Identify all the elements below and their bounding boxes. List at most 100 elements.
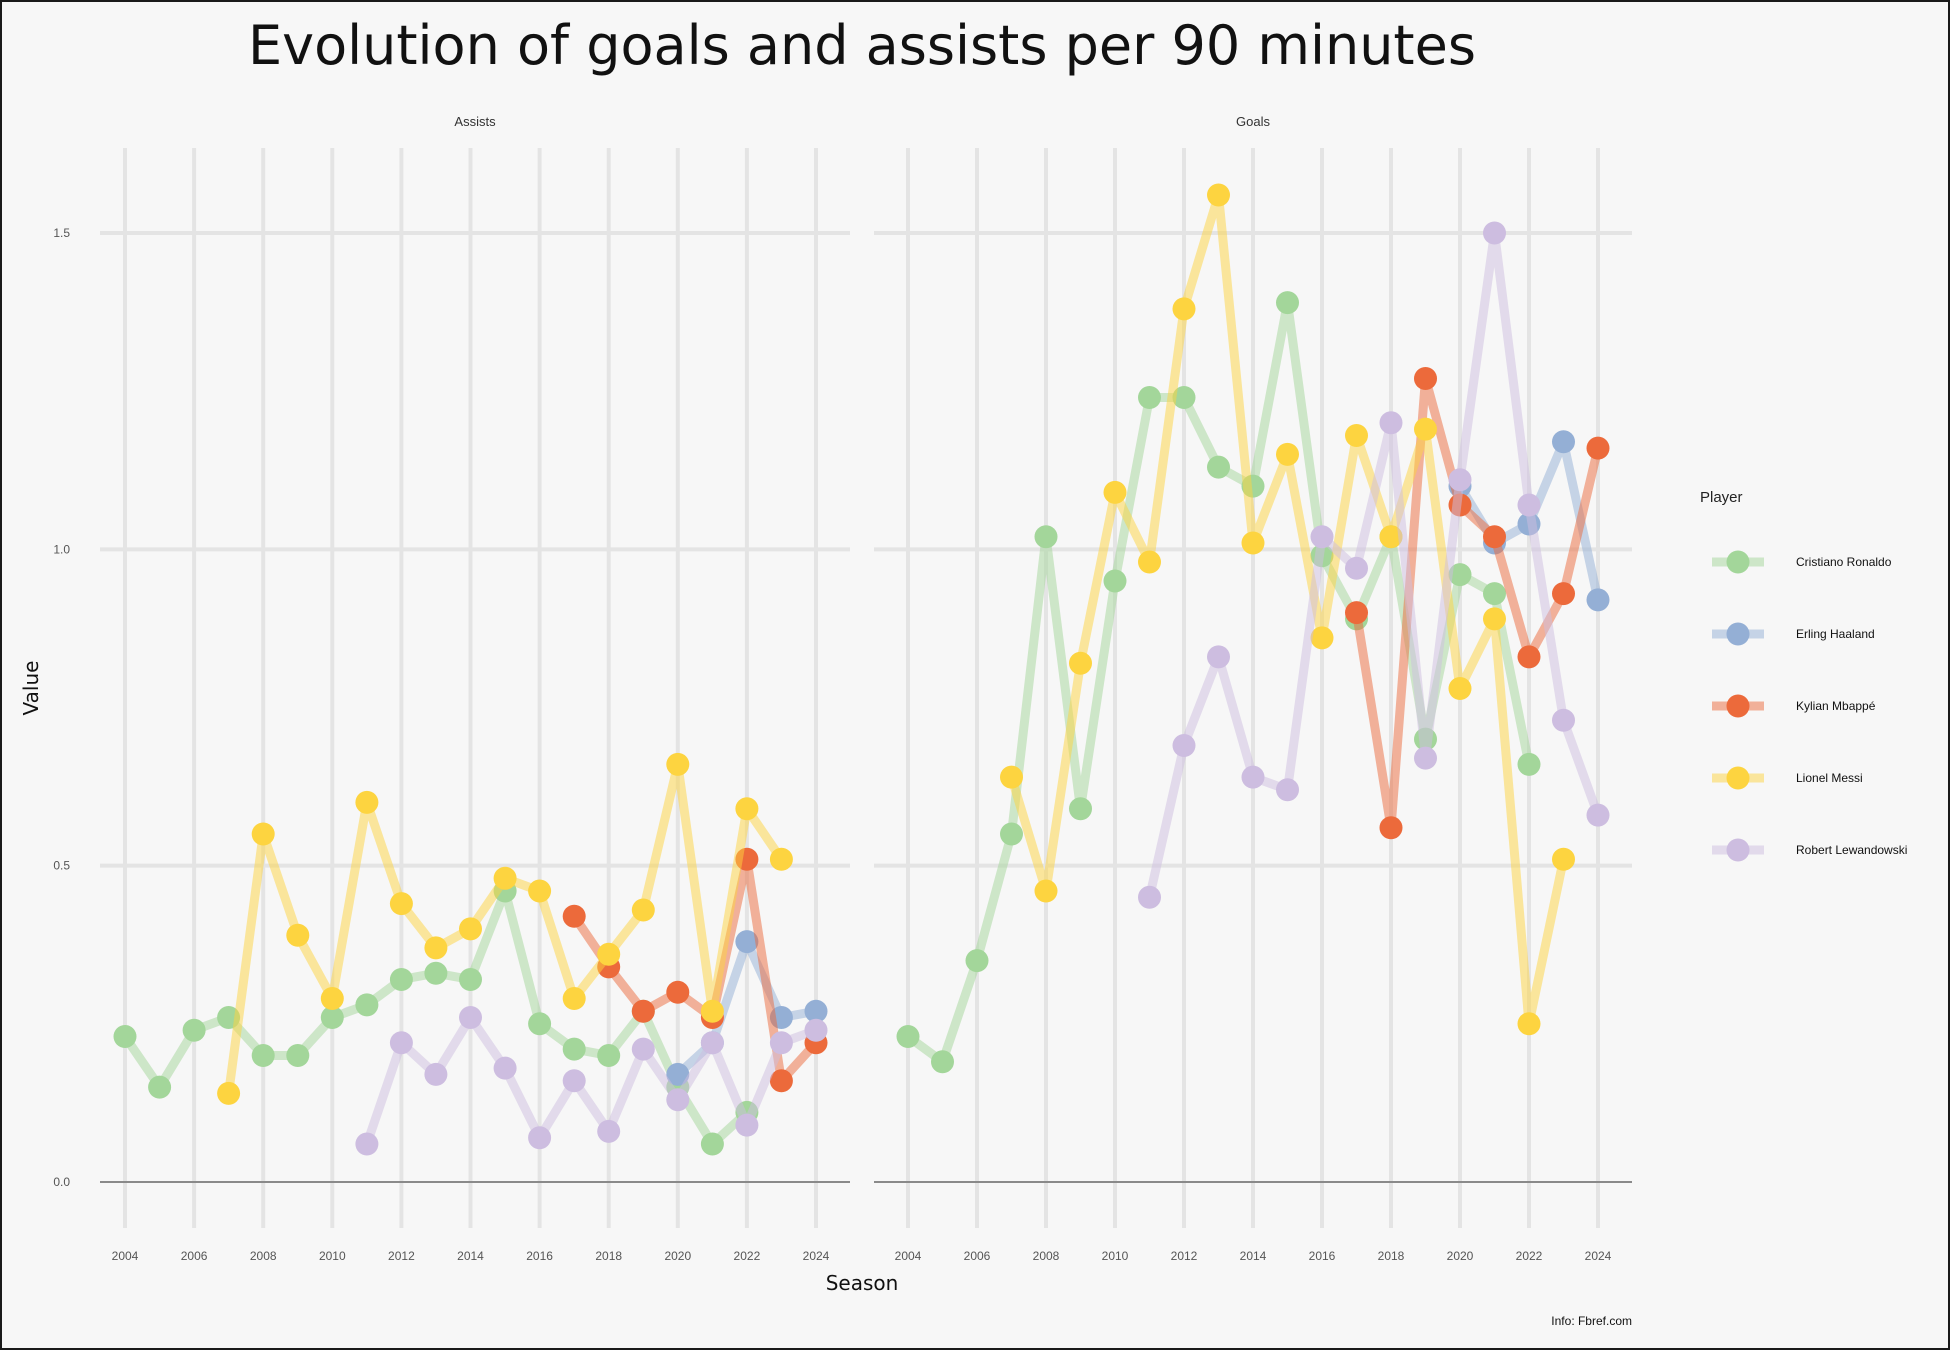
data-point [1138,550,1161,574]
y-tick-label: 0.5 [53,859,70,873]
data-point [1138,386,1161,409]
x-tick-label: 2018 [595,1249,622,1263]
data-point [493,1056,517,1080]
data-point [1172,386,1196,409]
data-point [666,752,690,776]
chart-title: Evolution of goals and assists per 90 mi… [248,14,1476,77]
legend-item: Cristiano Ronaldo [1712,550,1892,574]
x-axis-title: Season [826,1271,899,1295]
data-point [389,968,413,991]
data-point [597,1119,621,1143]
data-point [1448,677,1472,700]
data-point [320,987,344,1010]
data-point [389,892,413,916]
legend-label: Robert Lewandowski [1796,843,1907,857]
legend-label: Cristiano Ronaldo [1796,555,1892,569]
data-point [1586,436,1610,460]
data-point [113,1025,137,1048]
x-tick-label: 2024 [1585,1249,1612,1263]
legend-title: Player [1700,489,1743,506]
data-point [1517,645,1541,669]
panel-assists: Assists 2004 2006 2008 2010 2012 2014 2016 2018 2… [53,114,850,1263]
x-tick-label: 2008 [250,1249,277,1263]
data-point [1483,607,1506,631]
data-point [597,942,621,966]
data-point [700,1031,724,1055]
data-point [320,1006,344,1029]
data-point [1483,221,1506,245]
data-point [769,1069,793,1093]
x-tick-label: 2020 [1447,1249,1474,1263]
data-point [1069,797,1092,821]
data-point [1345,601,1368,625]
data-point [1000,765,1023,789]
data-point [1241,531,1265,555]
data-point [804,1018,828,1042]
data-point [355,993,379,1017]
data-point [1552,582,1575,606]
legend-item: Erling Haaland [1712,622,1875,646]
legend-key-point [1726,622,1750,646]
data-point [1138,885,1161,909]
legend-key-point [1726,694,1750,718]
legend-item: Kylian Mbappé [1712,694,1876,718]
data-point [286,1044,310,1067]
data-point [1207,455,1230,479]
x-tick-label: 2004 [895,1249,922,1263]
x-tick-label: 2010 [1102,1249,1129,1263]
data-point [1276,442,1299,466]
data-point [931,1050,954,1074]
x-tick-label: 2014 [457,1249,484,1263]
data-point [769,847,793,871]
data-point [528,1126,552,1150]
x-tick-label: 2012 [388,1249,415,1263]
caption: Info: Fbref.com [1551,1314,1632,1328]
x-tick-label: 2010 [319,1249,346,1263]
data-point [493,866,517,890]
data-point [1379,525,1403,549]
data-point [562,1069,586,1093]
y-tick-label: 0.0 [53,1175,70,1189]
data-point [1414,746,1437,770]
data-point [631,898,655,922]
x-tick-label: 2016 [526,1249,553,1263]
data-point [597,1044,621,1067]
x-tick-label: 2008 [1033,1249,1060,1263]
legend: Player Cristiano Ronaldo Erling Haaland Ky… [1700,489,1907,862]
data-point [1345,556,1368,580]
data-point [666,980,690,1004]
x-tick-label: 2012 [1171,1249,1198,1263]
x-tick-label: 2006 [964,1249,991,1263]
legend-label: Erling Haaland [1796,627,1875,641]
x-tick-label: 2022 [734,1249,761,1263]
data-point [1517,1012,1541,1036]
panel-goals: Goals 2004 2006 2008 2010 2012 2014 2016 2018 202… [874,114,1632,1263]
series-assists-0 [113,879,759,1156]
data-point [896,1025,920,1048]
x-tick-label: 2004 [112,1249,139,1263]
series-assists-3 [217,752,793,1105]
data-point [1000,822,1023,846]
data-point [1517,752,1541,776]
series-line [1145,228,1603,902]
y-tick-label: 1.0 [53,542,70,556]
data-point [1517,493,1541,517]
data-point [182,1018,206,1042]
series-goals-0 [896,291,1541,1074]
facet-label-assists: Assists [454,114,496,129]
x-tick-label: 2016 [1309,1249,1336,1263]
series-goals-4 [1138,221,1610,909]
series-line [1352,374,1603,833]
data-point [286,923,310,947]
data-point [1034,879,1058,903]
data-point [355,1132,379,1156]
data-point [1310,626,1334,650]
data-point [735,1113,759,1137]
data-point [1276,291,1299,315]
data-point [1414,417,1437,441]
data-point [631,1037,655,1061]
x-tick-label: 2020 [664,1249,691,1263]
legend-key-point [1726,550,1750,574]
data-point [1207,645,1230,669]
